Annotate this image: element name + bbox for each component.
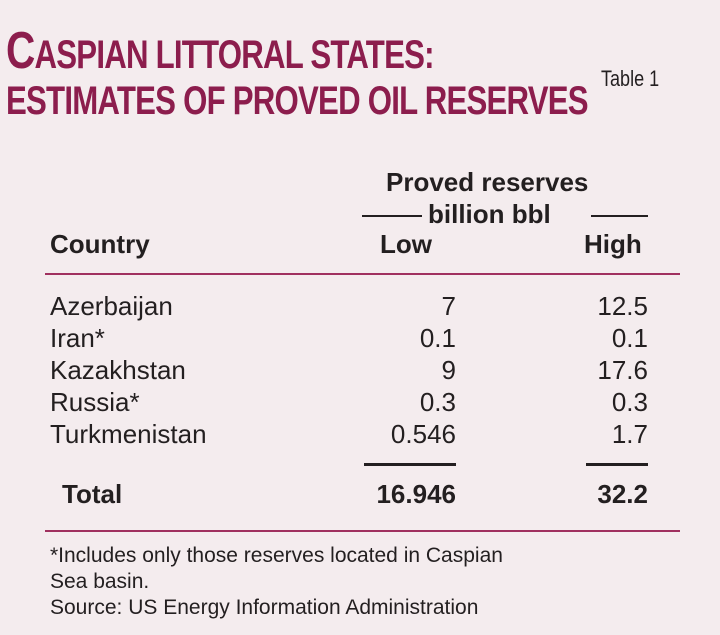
table-row-high: 12.5 bbox=[597, 291, 648, 321]
table-row-high: 1.7 bbox=[611, 419, 648, 449]
title-line-2: ESTIMATES OF PROVED OIL RESERVES bbox=[6, 79, 589, 123]
table-row-country: Iran* bbox=[50, 323, 105, 353]
column-header-country: Country bbox=[50, 229, 150, 259]
footnote-line-2: Sea basin. bbox=[50, 570, 150, 593]
table-row-low: 7 bbox=[441, 291, 456, 321]
footnote-line-1: *Includes only those reserves located in… bbox=[50, 544, 503, 567]
title-line-1: CASPIAN LITTORAL STATES: bbox=[6, 25, 588, 78]
table-row-low: 0.1 bbox=[419, 323, 456, 353]
total-row-low: 16.946 bbox=[376, 479, 456, 509]
table-row-high: 0.3 bbox=[611, 387, 648, 417]
table-row-high: 0.1 bbox=[611, 323, 648, 353]
total-row-high: 32.2 bbox=[597, 479, 648, 509]
total-row-label: Total bbox=[62, 479, 123, 509]
footer-divider bbox=[45, 530, 680, 532]
footnote: *Includes only those reserves located in… bbox=[50, 543, 690, 621]
table-row-country: Turkmenistan bbox=[50, 419, 207, 449]
column-group-title: Proved reserves bbox=[386, 167, 589, 197]
total-rule-low bbox=[364, 463, 456, 466]
title-first-letter: C bbox=[6, 22, 35, 80]
source-note: Source: US Energy Information Administra… bbox=[50, 596, 479, 619]
group-rule-left bbox=[362, 215, 422, 217]
table-row-high: 17.6 bbox=[597, 355, 648, 385]
column-header-high: High bbox=[584, 229, 642, 259]
column-header-low: Low bbox=[380, 229, 432, 259]
table-row-country: Kazakhstan bbox=[50, 355, 186, 385]
title-line-1-rest: ASPIAN LITTORAL STATES: bbox=[34, 33, 435, 77]
table-number-label: Table 1 bbox=[601, 66, 660, 91]
group-rule-right bbox=[591, 215, 648, 217]
table-row-country: Azerbaijan bbox=[50, 291, 173, 321]
table-row-low: 0.546 bbox=[390, 419, 456, 449]
table-row-country: Russia* bbox=[50, 387, 140, 417]
column-group-subtitle: billion bbl bbox=[428, 199, 551, 229]
table-row-low: 0.3 bbox=[419, 387, 456, 417]
header-divider bbox=[45, 273, 680, 275]
table-row-low: 9 bbox=[441, 355, 456, 385]
total-rule-high bbox=[586, 463, 648, 466]
table-title: CASPIAN LITTORAL STATES: ESTIMATES OF PR… bbox=[6, 25, 589, 124]
